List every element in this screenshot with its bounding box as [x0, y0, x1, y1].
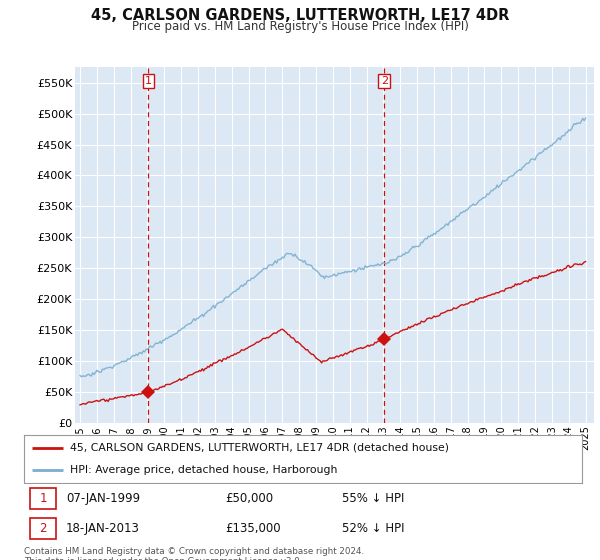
Text: 1: 1: [39, 492, 47, 505]
Text: £50,000: £50,000: [225, 492, 273, 505]
Text: 45, CARLSON GARDENS, LUTTERWORTH, LE17 4DR: 45, CARLSON GARDENS, LUTTERWORTH, LE17 4…: [91, 8, 509, 24]
Text: 2: 2: [39, 522, 47, 535]
Text: Price paid vs. HM Land Registry's House Price Index (HPI): Price paid vs. HM Land Registry's House …: [131, 20, 469, 32]
FancyBboxPatch shape: [29, 488, 56, 509]
Text: 52% ↓ HPI: 52% ↓ HPI: [342, 522, 404, 535]
Text: £135,000: £135,000: [225, 522, 281, 535]
Text: 07-JAN-1999: 07-JAN-1999: [66, 492, 140, 505]
Text: 45, CARLSON GARDENS, LUTTERWORTH, LE17 4DR (detached house): 45, CARLSON GARDENS, LUTTERWORTH, LE17 4…: [70, 443, 449, 453]
Text: 55% ↓ HPI: 55% ↓ HPI: [342, 492, 404, 505]
FancyBboxPatch shape: [29, 518, 56, 539]
Text: 2: 2: [380, 76, 388, 86]
Text: HPI: Average price, detached house, Harborough: HPI: Average price, detached house, Harb…: [70, 465, 337, 475]
Text: 1: 1: [145, 76, 152, 86]
Text: Contains HM Land Registry data © Crown copyright and database right 2024.
This d: Contains HM Land Registry data © Crown c…: [24, 547, 364, 560]
Text: 18-JAN-2013: 18-JAN-2013: [66, 522, 140, 535]
